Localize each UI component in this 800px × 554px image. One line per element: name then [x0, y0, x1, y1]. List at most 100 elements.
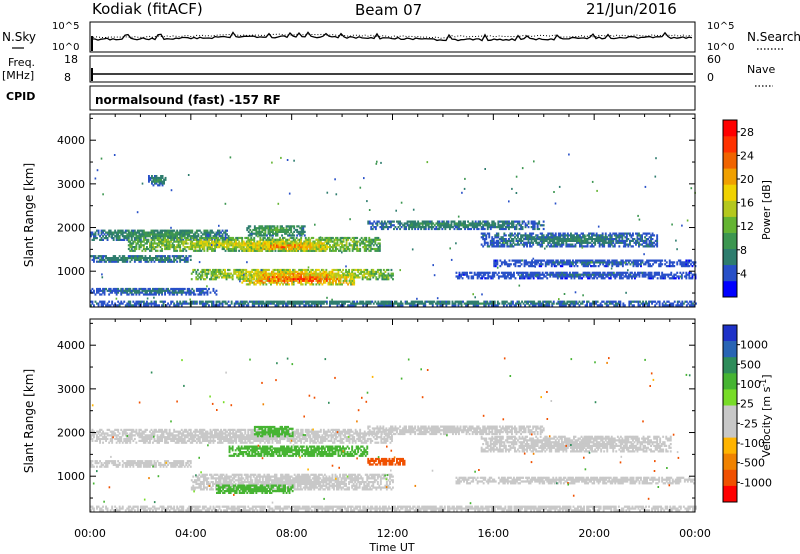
data-cell	[372, 268, 375, 272]
data-cell	[333, 240, 336, 243]
data-cell	[139, 233, 142, 236]
data-cell	[517, 241, 519, 244]
data-cell	[679, 263, 682, 266]
data-cell	[408, 227, 410, 231]
data-cell	[358, 272, 361, 275]
data-cell	[583, 245, 586, 248]
data-cell	[289, 276, 291, 279]
data-cell	[106, 304, 109, 307]
data-cell	[230, 244, 233, 247]
data-cell	[467, 275, 470, 278]
data-cell	[293, 230, 296, 233]
data-cell	[519, 261, 521, 264]
data-cell	[191, 240, 194, 243]
data-cell	[421, 220, 424, 223]
data-cell	[112, 237, 115, 240]
data-cell	[332, 281, 334, 284]
data-cell	[517, 261, 520, 264]
data-cell	[616, 236, 619, 239]
data-cell	[375, 238, 378, 241]
data-cell	[299, 232, 302, 235]
data-cell	[168, 260, 171, 263]
noise-right-tick-bottom: 10^0	[707, 42, 734, 53]
data-cell	[282, 249, 284, 252]
data-cell	[529, 271, 532, 274]
data-cell	[120, 258, 123, 261]
data-cell	[608, 263, 611, 266]
data-cell	[229, 236, 231, 240]
data-cell	[288, 227, 291, 230]
data-cell	[532, 232, 535, 235]
data-cell	[123, 235, 126, 238]
data-cell	[632, 263, 635, 266]
data-cell	[500, 243, 503, 246]
data-cell	[610, 243, 613, 246]
data-cell	[209, 236, 212, 240]
data-cell	[156, 246, 159, 249]
data-cell	[506, 220, 509, 223]
data-cell	[329, 283, 331, 286]
data-cell	[127, 231, 130, 234]
data-cell	[614, 273, 617, 276]
data-cell	[399, 220, 401, 223]
data-cell	[439, 226, 442, 229]
data-cell	[650, 245, 652, 248]
data-cell	[249, 276, 252, 279]
data-cell	[304, 276, 307, 279]
data-cell	[208, 246, 210, 249]
data-cell	[146, 246, 148, 249]
data-cell	[251, 268, 254, 272]
data-cell	[108, 289, 111, 292]
data-cell	[351, 236, 354, 240]
data-cell	[520, 263, 523, 266]
data-cell	[99, 255, 101, 258]
data-cell	[170, 246, 173, 249]
data-cell	[319, 240, 322, 243]
data-cell	[100, 304, 103, 307]
data-cell	[211, 246, 213, 249]
data-cell	[217, 242, 219, 245]
data-cell	[262, 240, 265, 243]
data-cell	[529, 245, 531, 248]
data-cell	[252, 274, 255, 277]
data-cell	[242, 249, 245, 252]
data-cell	[467, 226, 469, 229]
data-cell	[313, 277, 316, 280]
data-cell	[605, 273, 608, 276]
data-cell	[203, 249, 206, 252]
data-cell	[589, 238, 592, 241]
data-cell	[292, 277, 295, 280]
data-cell	[136, 242, 139, 245]
data-cell	[518, 238, 521, 241]
data-cell	[656, 234, 659, 237]
data-cell	[238, 249, 241, 252]
data-cell	[516, 259, 518, 262]
data-cell	[149, 302, 151, 305]
data-cell	[621, 263, 624, 266]
data-cell	[376, 270, 379, 273]
data-cell	[497, 243, 500, 246]
data-cell	[321, 247, 324, 251]
data-cell	[195, 249, 198, 252]
data-cell	[520, 236, 522, 239]
data-cell	[472, 275, 475, 278]
data-cell	[268, 276, 271, 279]
data-cell	[203, 229, 206, 232]
data-cell	[210, 274, 213, 277]
data-cell	[273, 242, 275, 245]
data-cell	[109, 258, 112, 261]
data-cell	[156, 249, 159, 252]
data-cell	[217, 246, 219, 249]
data-cell	[335, 249, 337, 252]
data-cell	[554, 232, 557, 235]
data-cell	[374, 236, 377, 240]
noise-panel-frame	[89, 21, 696, 53]
data-cell	[683, 261, 686, 264]
data-cell	[265, 283, 268, 286]
data-cell	[144, 302, 147, 305]
data-cell	[538, 241, 541, 244]
data-cell	[295, 240, 298, 243]
data-cell	[229, 238, 231, 241]
data-cell	[640, 261, 642, 264]
data-cell	[328, 270, 331, 273]
